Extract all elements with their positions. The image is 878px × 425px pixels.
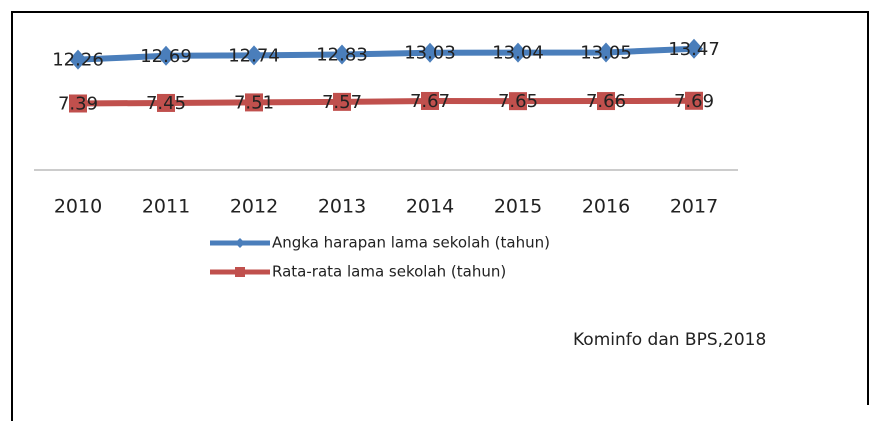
marker [421, 91, 439, 110]
x-tick-label: 2017 [670, 196, 718, 218]
data-label: 7.66 [586, 91, 626, 112]
data-label: 7.39 [58, 93, 98, 114]
data-label: 13.03 [404, 43, 456, 64]
marker [333, 92, 351, 111]
data-label: 7.51 [234, 92, 274, 113]
data-label: 7.67 [410, 91, 450, 112]
data-label: 7.45 [146, 93, 186, 114]
x-tick-label: 2010 [54, 196, 102, 218]
data-label: 12.83 [316, 45, 368, 66]
marker [245, 45, 263, 66]
data-label: 13.05 [580, 43, 632, 64]
x-tick-label: 2012 [230, 196, 278, 218]
marker [597, 42, 615, 63]
marker [685, 38, 703, 59]
marker [509, 92, 527, 111]
marker [69, 94, 87, 113]
data-label: 7.65 [498, 91, 538, 112]
frame [11, 11, 869, 421]
legend-label: Angka harapan lama sekolah (tahun) [272, 234, 550, 252]
marker [333, 44, 351, 65]
marker [421, 42, 439, 63]
data-label: 12.69 [140, 46, 192, 67]
x-tick-label: 2014 [406, 196, 454, 218]
series-line [77, 45, 695, 63]
marker [509, 42, 527, 63]
data-label: 7.69 [674, 91, 714, 112]
data-label: 13.47 [668, 39, 720, 60]
marker [685, 91, 703, 110]
legend-marker [235, 267, 245, 277]
marker [157, 45, 175, 66]
marker [597, 92, 615, 111]
marker [69, 49, 87, 70]
series-line [77, 97, 695, 107]
x-tick-label: 2016 [582, 196, 630, 218]
data-label: 12.26 [52, 50, 104, 71]
data-label: 12.74 [228, 45, 280, 66]
data-label: 7.57 [322, 92, 362, 113]
x-tick-label: 2015 [494, 196, 542, 218]
legend-label: Rata-rata lama sekolah (tahun) [272, 263, 506, 281]
marker [157, 93, 175, 112]
data-label: 13.04 [492, 43, 544, 64]
legend-marker [235, 238, 245, 248]
x-tick-label: 2013 [318, 196, 366, 218]
x-tick-label: 2011 [142, 196, 190, 218]
marker [245, 93, 263, 112]
source-note: Kominfo dan BPS,2018 [573, 330, 766, 350]
